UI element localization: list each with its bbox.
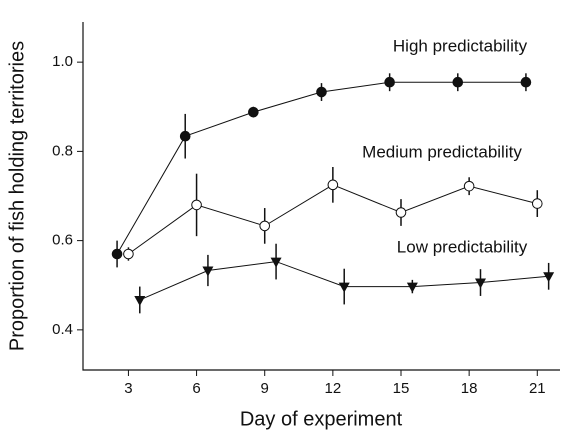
series-line [116, 81, 526, 255]
marker [259, 220, 271, 232]
x-tick-label: 6 [192, 380, 200, 397]
marker [270, 257, 282, 268]
marker [327, 179, 339, 191]
marker [475, 278, 486, 289]
x-tick-label: 3 [124, 380, 132, 397]
series-label: Medium predictability [362, 142, 522, 161]
x-axis-title: Day of experiment [240, 408, 403, 430]
axes [82, 22, 560, 371]
marker [316, 86, 327, 98]
x-tick-label: 12 [325, 380, 342, 397]
series-label: Low predictability [397, 237, 528, 256]
marker [134, 295, 146, 306]
marker [406, 282, 418, 293]
marker [463, 180, 475, 192]
y-axis-title: Proportion of fish holding territories [6, 41, 28, 351]
x-tick-label: 21 [529, 380, 546, 397]
y-tick-label: 1.0 [52, 53, 73, 70]
marker [111, 248, 123, 260]
x-tick-label: 15 [393, 380, 410, 397]
y-tick-label: 0.4 [52, 321, 73, 338]
series-label: High predictability [393, 36, 528, 55]
marker [531, 198, 543, 209]
y-tick-label: 0.8 [52, 142, 73, 159]
marker [395, 207, 407, 218]
x-tick-label: 18 [461, 380, 478, 397]
marker [384, 76, 395, 88]
marker [179, 130, 191, 142]
marker [520, 76, 532, 88]
marker [191, 199, 202, 211]
marker [202, 266, 214, 277]
marker [452, 76, 464, 88]
marker [248, 106, 259, 118]
marker [543, 272, 555, 283]
marker [123, 248, 134, 260]
x-tick-label: 9 [261, 380, 269, 397]
y-tick-label: 0.6 [52, 232, 73, 249]
marker [338, 282, 350, 293]
